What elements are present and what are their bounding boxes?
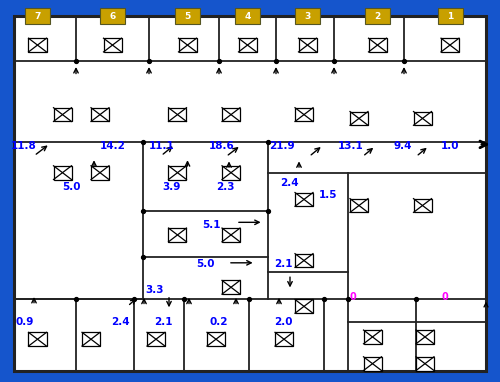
Text: 0: 0: [350, 292, 357, 302]
Bar: [147, 332, 165, 346]
Text: 6: 6: [110, 11, 116, 21]
Bar: [222, 166, 240, 180]
Bar: [295, 108, 313, 121]
Text: 5.0: 5.0: [62, 182, 81, 192]
FancyBboxPatch shape: [175, 8, 200, 24]
Bar: [295, 254, 313, 267]
Bar: [275, 332, 293, 346]
Text: 2.1: 2.1: [274, 259, 292, 269]
Text: 1.5: 1.5: [319, 190, 338, 200]
Bar: [28, 332, 46, 346]
Bar: [414, 199, 432, 212]
Text: 2.3: 2.3: [216, 182, 234, 192]
Bar: [178, 38, 196, 52]
Bar: [168, 108, 186, 121]
Text: 2.4: 2.4: [111, 317, 130, 327]
FancyBboxPatch shape: [100, 8, 125, 24]
Text: 1.0: 1.0: [441, 141, 460, 151]
FancyBboxPatch shape: [438, 8, 462, 24]
Bar: [168, 228, 186, 242]
Bar: [207, 332, 225, 346]
Text: 1: 1: [447, 11, 453, 21]
Text: 5.0: 5.0: [196, 259, 215, 269]
Bar: [364, 357, 382, 371]
Bar: [91, 166, 109, 180]
Bar: [238, 38, 256, 52]
Text: 2: 2: [374, 11, 380, 21]
Bar: [414, 112, 432, 125]
Bar: [416, 357, 434, 371]
Text: 3: 3: [304, 11, 310, 21]
Text: 7: 7: [34, 11, 40, 21]
Bar: [222, 280, 240, 294]
FancyBboxPatch shape: [365, 8, 390, 24]
Text: 13.1: 13.1: [338, 141, 363, 151]
Bar: [441, 38, 459, 52]
Bar: [168, 166, 186, 180]
Bar: [295, 299, 313, 313]
Text: 0.2: 0.2: [209, 317, 228, 327]
Text: 0: 0: [441, 292, 448, 302]
Bar: [222, 108, 240, 121]
Text: 2.0: 2.0: [274, 317, 292, 327]
Text: 11.1: 11.1: [149, 141, 175, 151]
Text: 14.2: 14.2: [100, 141, 126, 151]
Text: 9.4: 9.4: [394, 141, 412, 151]
Bar: [350, 199, 368, 212]
Text: 18.6: 18.6: [209, 141, 235, 151]
Bar: [54, 166, 72, 180]
Text: 2.4: 2.4: [280, 178, 298, 188]
FancyBboxPatch shape: [295, 8, 320, 24]
Text: 2.1: 2.1: [154, 317, 172, 327]
Bar: [222, 228, 240, 242]
Bar: [416, 330, 434, 344]
Text: 21.9: 21.9: [269, 141, 294, 151]
Bar: [295, 193, 313, 206]
FancyBboxPatch shape: [235, 8, 260, 24]
Bar: [368, 38, 386, 52]
Bar: [364, 330, 382, 344]
Bar: [298, 38, 316, 52]
Text: 4: 4: [244, 11, 250, 21]
Text: 3.3: 3.3: [145, 285, 164, 295]
Bar: [82, 332, 100, 346]
Bar: [28, 38, 46, 52]
Text: 5.1: 5.1: [202, 220, 221, 230]
Text: 5: 5: [184, 11, 190, 21]
Text: 0.9: 0.9: [16, 317, 34, 327]
Text: 11.8: 11.8: [11, 141, 37, 151]
Bar: [54, 108, 72, 121]
Bar: [104, 38, 122, 52]
Bar: [350, 112, 368, 125]
Text: 3.9: 3.9: [162, 182, 181, 192]
Bar: [91, 108, 109, 121]
FancyBboxPatch shape: [25, 8, 50, 24]
